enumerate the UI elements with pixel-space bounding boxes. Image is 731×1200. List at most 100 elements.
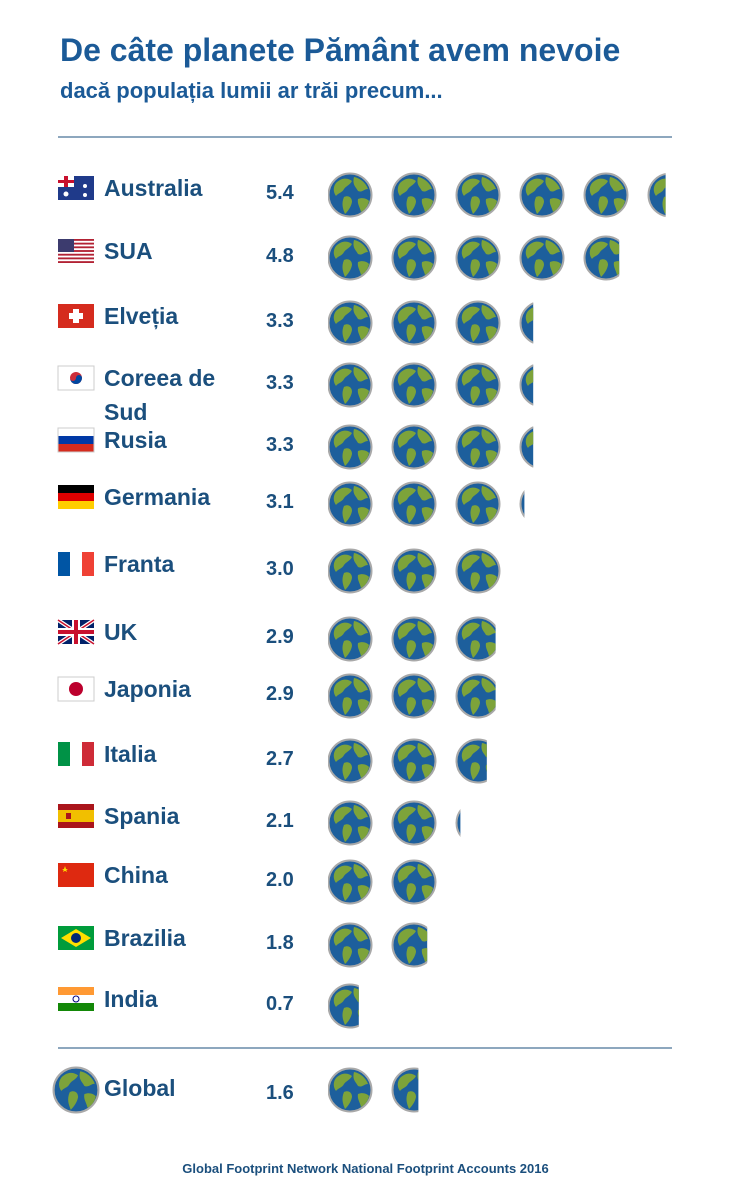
flag-part [58, 239, 74, 252]
earth-row [328, 738, 487, 784]
value-label: 2.7 [266, 748, 294, 770]
earth-icon [328, 300, 373, 346]
earth-icon [328, 362, 373, 408]
flag-part [58, 485, 94, 493]
earth-icon [391, 1067, 419, 1113]
flag-part [63, 191, 69, 197]
value-label: 2.9 [266, 683, 294, 705]
flag-part [58, 250, 94, 252]
earth-icon [519, 235, 565, 281]
flag-part [58, 995, 94, 1003]
value-label: 2.0 [266, 869, 294, 891]
flag-part [57, 427, 95, 453]
flag-part [58, 239, 94, 241]
flag-part [58, 552, 70, 576]
category-label: Italia [104, 741, 157, 767]
flag-part [70, 742, 82, 766]
flag-part [58, 242, 94, 245]
earth-icon [647, 172, 666, 218]
earth-icon [455, 235, 501, 281]
flag [58, 176, 94, 200]
category-label: China [104, 862, 168, 888]
earth-icon [455, 673, 496, 719]
flag-part [58, 630, 94, 634]
flag-part [82, 552, 94, 576]
earth-icon [455, 738, 487, 784]
earth-icon [328, 481, 373, 527]
flag [58, 987, 94, 1011]
earth-icon [328, 983, 359, 1029]
category-label: Elveția [104, 303, 179, 329]
earth-icon [455, 800, 461, 846]
earth-icon [455, 548, 501, 594]
earth-row [328, 172, 666, 218]
flag-part [71, 933, 81, 943]
value-label: 1.6 [266, 1082, 294, 1104]
flag-part [70, 375, 82, 384]
earth-icon [328, 673, 373, 719]
flag-part [70, 552, 82, 576]
earth-icon [455, 481, 501, 527]
category-label: Spania [104, 803, 180, 829]
earth-row [328, 481, 525, 527]
category-label: Franta [104, 551, 175, 577]
flag-part [58, 493, 94, 501]
value-label: 2.1 [266, 810, 294, 832]
flag [56, 618, 96, 646]
earth-icon [519, 172, 565, 218]
earth-icon [328, 172, 373, 218]
category-label: Coreea de Sud [104, 365, 216, 425]
earth-icon [328, 1067, 373, 1113]
earth-icon [519, 362, 534, 408]
category-label: Australia [104, 175, 203, 201]
category-label: Global [104, 1075, 176, 1101]
flag-part [72, 995, 80, 1003]
earth-icon [328, 800, 373, 846]
earth-row [328, 424, 534, 470]
earth-icon [328, 424, 373, 470]
earth-icon [455, 172, 501, 218]
global-icon [52, 1066, 100, 1114]
earth-icon [391, 235, 437, 281]
earth-icon [391, 859, 437, 905]
chart-title: De câte planete Pământ avem nevoie [60, 32, 621, 68]
flag-part [58, 501, 94, 509]
category-label: UK [104, 619, 138, 645]
earth-icon [519, 481, 525, 527]
earth-row [328, 922, 428, 968]
flag-part [58, 444, 94, 452]
flag [57, 427, 95, 453]
earth-icon [328, 548, 373, 594]
category-label: India [104, 986, 158, 1012]
flag-part [58, 436, 94, 444]
earth-icon [391, 616, 437, 662]
flag [58, 863, 94, 887]
category-label: Brazilia [104, 925, 186, 951]
earth-icon [328, 738, 373, 784]
earth-icon [583, 172, 629, 218]
earth-row [328, 673, 496, 719]
earth-row [328, 300, 534, 346]
earth-icon [391, 922, 428, 968]
value-label: 3.0 [266, 558, 294, 580]
flag-part [69, 682, 83, 696]
earth-row [328, 1067, 419, 1113]
flag-part [58, 987, 94, 995]
earth-icon [391, 362, 437, 408]
earth-icon [519, 300, 534, 346]
earth-icon [391, 673, 437, 719]
value-label: 3.1 [266, 491, 294, 513]
earth-icon [455, 362, 501, 408]
earth-row [328, 859, 437, 905]
flag-part [66, 813, 71, 819]
flag-part [57, 365, 95, 391]
flag-part [58, 253, 94, 256]
earth-row [328, 548, 501, 594]
flag-part [58, 180, 74, 183]
earth-icon [583, 235, 620, 281]
chart-subtitle: dacă populația lumii ar trăi precum... [60, 78, 443, 103]
value-label: 4.8 [266, 245, 294, 267]
flag-part [83, 193, 87, 197]
